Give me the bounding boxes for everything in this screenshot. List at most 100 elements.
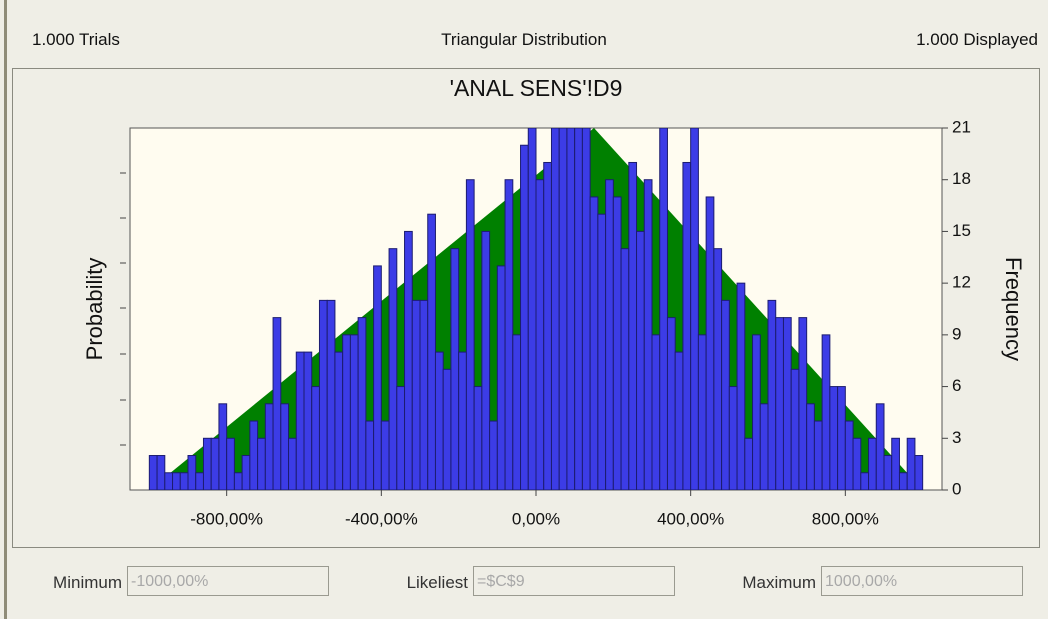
bar	[666, 317, 676, 490]
field-label: Maximum	[742, 573, 816, 592]
field-input[interactable]: =$C$9	[473, 566, 675, 596]
bar	[651, 334, 661, 490]
bar	[187, 455, 197, 490]
bar	[373, 265, 382, 490]
bar	[535, 179, 545, 490]
x-tick-label: -800,00%	[190, 509, 263, 528]
trials-label: 1.000 Trials	[32, 30, 120, 49]
y-tick-label: 0	[952, 479, 961, 498]
y-tick-label: 18	[952, 169, 971, 188]
bar	[264, 403, 274, 490]
bar	[690, 128, 699, 490]
bar	[434, 351, 444, 490]
bar	[504, 179, 514, 490]
bar	[558, 128, 568, 490]
window-edge	[4, 0, 7, 619]
y-tick-label: 21	[952, 117, 971, 136]
bar	[697, 334, 707, 490]
x-tick-label: -400,00%	[345, 509, 418, 528]
bar	[357, 317, 367, 490]
displayed-label: 1.000 Displayed	[916, 30, 1038, 49]
bar	[759, 403, 769, 490]
bar	[674, 351, 684, 490]
bar	[589, 196, 599, 490]
bar	[218, 403, 228, 490]
bar	[156, 455, 166, 490]
bar	[396, 386, 406, 490]
bar	[419, 299, 429, 490]
bar	[257, 437, 266, 490]
distribution-title: Triangular Distribution	[441, 30, 607, 49]
bar	[550, 128, 560, 490]
bar	[860, 472, 870, 490]
bar	[898, 472, 908, 490]
bar	[574, 128, 583, 490]
bar	[721, 299, 730, 490]
y-left-label: Probability	[82, 258, 107, 361]
bar	[829, 386, 839, 490]
bar	[450, 248, 460, 490]
x-tick-label: 400,00%	[657, 509, 724, 528]
bar	[705, 196, 715, 490]
bar	[288, 437, 297, 490]
bar	[202, 437, 212, 490]
bar	[636, 230, 645, 490]
bar	[806, 403, 815, 490]
bar	[342, 334, 351, 490]
bar	[744, 437, 754, 490]
field-input[interactable]: -1000,00%	[127, 566, 329, 596]
bar	[365, 420, 375, 490]
bar	[496, 265, 506, 490]
bar	[620, 248, 630, 490]
bar	[458, 351, 467, 490]
bar	[837, 386, 846, 490]
bar	[682, 161, 692, 490]
bar	[527, 128, 537, 490]
bar	[179, 472, 189, 490]
bar	[349, 334, 359, 490]
bar	[543, 161, 552, 490]
bar	[821, 334, 831, 490]
bar	[465, 179, 475, 490]
bar	[404, 230, 413, 490]
bar	[798, 317, 808, 490]
y-tick-label: 9	[952, 324, 961, 343]
y-tick-label: 3	[952, 428, 961, 447]
bar	[241, 455, 251, 490]
y-tick-label: 15	[952, 221, 971, 240]
x-tick-label: 800,00%	[812, 509, 879, 528]
plot-content	[148, 128, 924, 490]
bar	[520, 144, 529, 490]
bar	[782, 317, 792, 490]
left-axis-ticks	[120, 172, 126, 446]
bar	[628, 161, 638, 490]
bar	[844, 420, 854, 490]
bar	[427, 213, 436, 490]
bar	[295, 351, 305, 490]
bar	[311, 386, 320, 490]
bar	[280, 403, 290, 490]
bar	[605, 179, 614, 490]
bar	[852, 437, 862, 490]
bar	[581, 128, 591, 490]
x-tick-label: 0,00%	[512, 509, 560, 528]
bar	[249, 420, 259, 490]
bar	[612, 196, 622, 490]
bar	[164, 472, 174, 490]
bar	[388, 248, 398, 490]
bar	[659, 128, 668, 490]
bar	[790, 368, 800, 490]
bar	[566, 128, 576, 490]
field-input[interactable]: 1000,00%	[821, 566, 1023, 596]
bar	[736, 282, 746, 490]
bar	[906, 437, 916, 490]
bar	[411, 299, 421, 490]
bar	[326, 299, 336, 490]
bar	[891, 437, 900, 490]
bar	[883, 455, 893, 490]
bar	[512, 334, 522, 490]
bar	[489, 420, 498, 490]
bar	[597, 213, 607, 490]
y-axis-label: Frequency	[1001, 257, 1026, 361]
